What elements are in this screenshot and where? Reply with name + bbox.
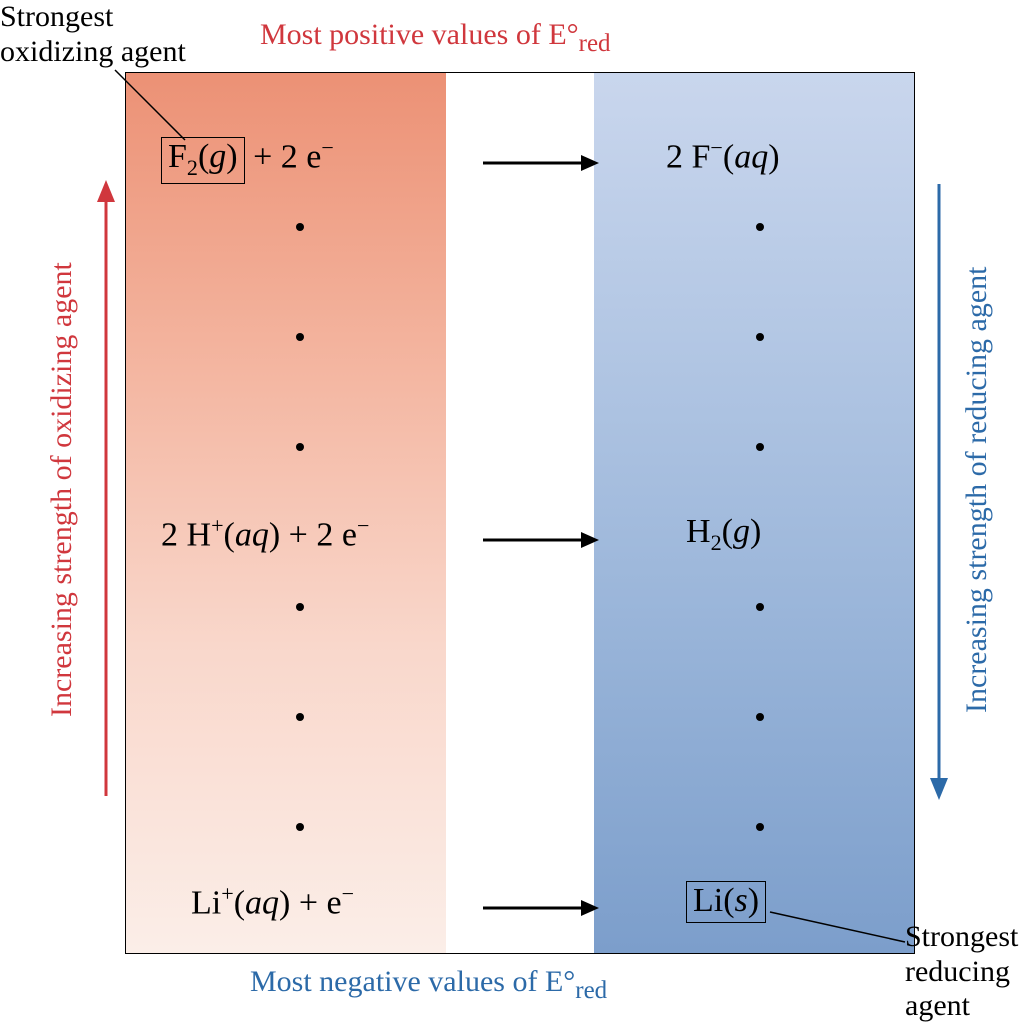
sr-l2: reducing: [905, 955, 1010, 988]
dot-right: [756, 603, 764, 611]
top-header: Most positive values of E°red: [260, 18, 611, 58]
line2: oxidizing agent: [0, 35, 186, 68]
dot-left: [296, 333, 304, 341]
left-axis-arrow: [92, 180, 120, 800]
sr-l1: Strongest: [905, 920, 1018, 953]
reaction-arrow-bot: [481, 896, 601, 920]
right-axis-arrow: [925, 180, 953, 800]
main-box: F2(g) + 2 e− 2 F−(aq) 2 H+(aq) + 2 e− H2…: [125, 72, 915, 954]
reactant-mid: 2 H+(aq) + 2 e−: [161, 513, 369, 554]
strongest-oxidizing-label: Strongest oxidizing agent: [0, 0, 186, 69]
dot-left: [296, 603, 304, 611]
product-bot: Li(s): [686, 881, 766, 923]
dot-left: [296, 713, 304, 721]
dot-right: [756, 823, 764, 831]
dot-left: [296, 443, 304, 451]
left-axis-label: Increasing strength of oxidizing agent: [45, 210, 78, 770]
dot-right: [756, 443, 764, 451]
reactant-bot: Li+(aq) + e−: [191, 881, 354, 922]
bottom-header: Most negative values of E°red: [250, 965, 607, 1005]
dot-right: [756, 713, 764, 721]
dot-left: [296, 823, 304, 831]
strongest-reducing-label: Strongest reducing agent: [905, 920, 1018, 1024]
line1: Strongest: [0, 0, 113, 33]
dot-right: [756, 333, 764, 341]
reaction-arrow-mid: [481, 528, 601, 552]
product-mid: H2(g): [686, 513, 761, 556]
reaction-arrow-top: [481, 151, 601, 175]
sr-l3: agent: [905, 989, 970, 1022]
dot-left: [296, 223, 304, 231]
product-top: 2 F−(aq): [666, 135, 780, 176]
reactant-top: F2(g) + 2 e−: [161, 135, 334, 184]
right-axis-label: Increasing strength of reducing agent: [960, 210, 993, 770]
dot-right: [756, 223, 764, 231]
